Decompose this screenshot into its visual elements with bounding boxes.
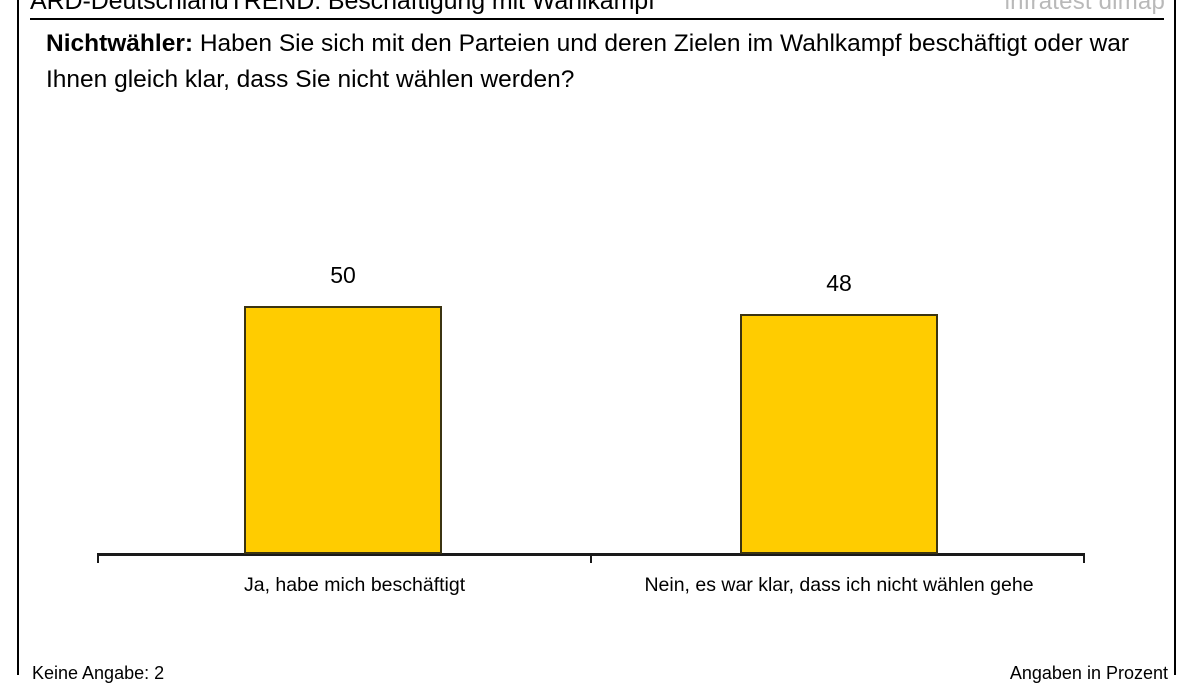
bar-value-ja: 50 bbox=[330, 262, 356, 288]
page-title: ARD-DeutschlandTREND: Beschäftigung mit … bbox=[30, 0, 655, 15]
question-body: Haben Sie sich mit den Parteien und dere… bbox=[46, 30, 1130, 93]
x-axis-tick-start bbox=[97, 553, 99, 563]
footer-unit-note: Angaben in Prozent bbox=[1009, 663, 1168, 683]
header-divider bbox=[30, 18, 1164, 20]
infratest-dimap-logo: infratest dimap bbox=[1004, 0, 1165, 15]
x-axis-tick-middle bbox=[590, 553, 592, 563]
question-text: Nichtwähler: Haben Sie sich mit den Part… bbox=[46, 26, 1156, 98]
frame-rule-left bbox=[17, 0, 19, 675]
bar-value-nein: 48 bbox=[826, 270, 852, 296]
category-label-nein: Nein, es war klar, dass ich nicht wählen… bbox=[644, 574, 1034, 596]
frame-rule-right bbox=[1174, 0, 1176, 675]
bar-ja[interactable] bbox=[244, 306, 442, 554]
bar-nein[interactable] bbox=[740, 314, 938, 554]
x-axis-tick-end bbox=[1083, 553, 1085, 563]
header: ARD-DeutschlandTREND: Beschäftigung mit … bbox=[30, 0, 1165, 30]
category-label-ja: Ja, habe mich beschäftigt bbox=[244, 574, 466, 596]
question-lead: Nichtwähler: bbox=[46, 30, 194, 57]
footer-no-answer: Keine Angabe: 2 bbox=[32, 663, 165, 683]
